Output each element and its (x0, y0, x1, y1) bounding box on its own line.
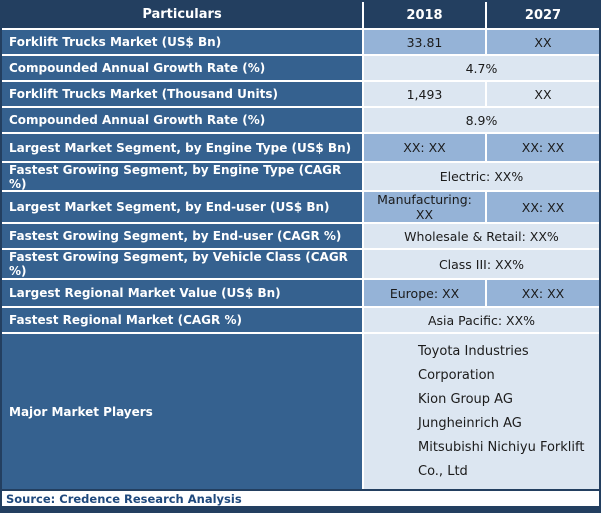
value-span: 8.9% (364, 108, 599, 132)
table-header-row: Particulars 2018 2027 (2, 2, 599, 28)
row-label: Major Market Players (2, 334, 364, 489)
table-row-fastest-segment-enduser: Fastest Growing Segment, by End-user (CA… (2, 222, 599, 248)
table-row-forklift-market-units: Forklift Trucks Market (Thousand Units) … (2, 80, 599, 106)
row-label: Fastest Growing Segment, by Engine Type … (2, 163, 364, 190)
row-label: Compounded Annual Growth Rate (%) (2, 56, 364, 80)
row-label: Fastest Regional Market (CAGR %) (2, 308, 364, 332)
value-span: 4.7% (364, 56, 599, 80)
table-row-forklift-market-usd: Forklift Trucks Market (US$ Bn) 33.81 XX (2, 28, 599, 54)
value-2018: XX: XX (364, 134, 487, 161)
major-market-players-list: Toyota Industries Corporation Kion Group… (364, 334, 599, 489)
row-label: Largest Market Segment, by Engine Type (… (2, 134, 364, 161)
market-player-line: Kion Group AG (418, 391, 513, 407)
table-row-fastest-segment-engine: Fastest Growing Segment, by Engine Type … (2, 161, 599, 190)
value-span: Electric: XX% (364, 163, 599, 190)
value-2018: 1,493 (364, 82, 487, 106)
value-2027: XX (487, 30, 599, 54)
value-2027: XX: XX (487, 192, 599, 222)
row-label: Largest Regional Market Value (US$ Bn) (2, 280, 364, 306)
row-label: Fastest Growing Segment, by End-user (CA… (2, 224, 364, 248)
market-player-line: Mitsubishi Nichiyu Forklift (418, 439, 585, 455)
row-label: Fastest Growing Segment, by Vehicle Clas… (2, 250, 364, 278)
table-row-major-market-players: Major Market Players Toyota Industries C… (2, 332, 599, 489)
market-player-line: Toyota Industries (418, 343, 529, 359)
header-cell-particulars: Particulars (2, 2, 364, 28)
header-cell-2027: 2027 (487, 2, 599, 28)
row-label: Compounded Annual Growth Rate (%) (2, 108, 364, 132)
market-player-line: Co., Ltd (418, 463, 468, 479)
value-2027: XX (487, 82, 599, 106)
value-2018: Manufacturing: XX (364, 192, 487, 222)
value-span: Class III: XX% (364, 250, 599, 278)
table-row-fastest-regional-market: Fastest Regional Market (CAGR %) Asia Pa… (2, 306, 599, 332)
source-note: Source: Credence Research Analysis (2, 489, 599, 506)
value-2018: 33.81 (364, 30, 487, 54)
table-row-fastest-segment-vehicle-class: Fastest Growing Segment, by Vehicle Clas… (2, 248, 599, 278)
value-2018: Europe: XX (364, 280, 487, 306)
market-player-line: Jungheinrich AG (418, 415, 522, 431)
value-span: Asia Pacific: XX% (364, 308, 599, 332)
table-row-largest-regional-value: Largest Regional Market Value (US$ Bn) E… (2, 278, 599, 306)
value-2027: XX: XX (487, 280, 599, 306)
row-label: Largest Market Segment, by End-user (US$… (2, 192, 364, 222)
value-span: Wholesale & Retail: XX% (364, 224, 599, 248)
table-row-largest-segment-engine: Largest Market Segment, by Engine Type (… (2, 132, 599, 161)
market-player-line: Corporation (418, 367, 495, 383)
row-label: Forklift Trucks Market (US$ Bn) (2, 30, 364, 54)
bottom-bar (2, 506, 599, 513)
table-row-cagr-units: Compounded Annual Growth Rate (%) 8.9% (2, 106, 599, 132)
value-2027: XX: XX (487, 134, 599, 161)
table-row-largest-segment-enduser: Largest Market Segment, by End-user (US$… (2, 190, 599, 222)
table-row-cagr-value: Compounded Annual Growth Rate (%) 4.7% (2, 54, 599, 80)
row-label: Forklift Trucks Market (Thousand Units) (2, 82, 364, 106)
header-cell-2018: 2018 (364, 2, 487, 28)
